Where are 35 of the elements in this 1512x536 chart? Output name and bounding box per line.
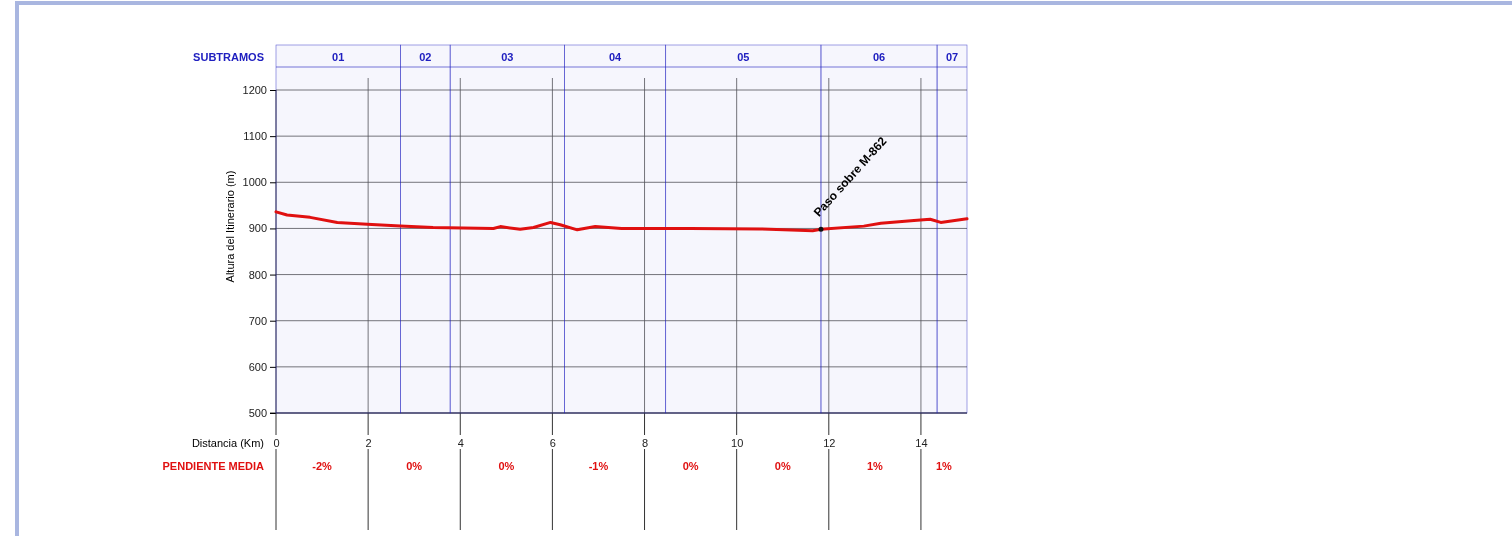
- x-tick-label: 4: [457, 436, 464, 449]
- y-axis-title: Altura del Itinerario (m): [224, 170, 236, 283]
- y-tick-label: 600: [248, 360, 267, 373]
- band-label: 03: [501, 51, 514, 63]
- text: PENDIENTE MEDIA: [162, 460, 265, 472]
- x-tick-label: 14: [915, 436, 928, 449]
- text: 1%: [866, 460, 884, 472]
- band-label: 01: [332, 51, 345, 63]
- y-tick-label: 700: [248, 314, 267, 327]
- band-label: 06: [872, 51, 886, 63]
- x-tick-label: 12: [823, 436, 836, 449]
- text: 0%: [774, 460, 791, 472]
- x-axis-title: Distancia (Km): [191, 437, 264, 449]
- text: 1%: [936, 460, 953, 472]
- y-tick-label: 800: [248, 268, 267, 281]
- y-tick-label: 500: [248, 407, 267, 420]
- y-tick-label: 1100: [243, 130, 267, 143]
- band-label: 07: [945, 51, 959, 63]
- x-tick-label: 8: [641, 436, 649, 449]
- x-tick-label: 0: [273, 436, 280, 449]
- y-tick-label: 1000: [242, 176, 267, 189]
- y-tick-label: 1200: [242, 84, 267, 97]
- x-tick-label: 2: [365, 436, 372, 449]
- text: 0%: [682, 460, 699, 472]
- text: 0%: [498, 460, 515, 472]
- band-label: 04: [608, 51, 623, 63]
- text: SUBTRAMOS: [193, 51, 264, 63]
- y-tick-label: 900: [248, 222, 267, 235]
- x-tick-label: 10: [731, 436, 744, 449]
- band-label: 05: [737, 51, 750, 63]
- text: -1%: [588, 460, 609, 472]
- text: -2%: [312, 460, 333, 472]
- x-tick-label: 6: [549, 436, 556, 449]
- band-label: 02: [419, 51, 432, 63]
- text: 0%: [406, 460, 423, 472]
